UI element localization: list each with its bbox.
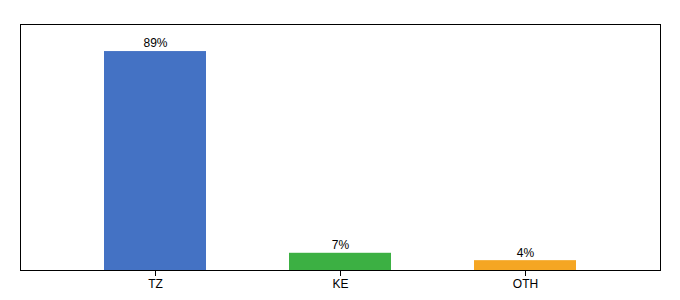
- svg-text:OTH: OTH: [513, 277, 538, 291]
- svg-text:7%: 7%: [332, 238, 350, 252]
- svg-text:TZ: TZ: [148, 277, 163, 291]
- svg-text:KE: KE: [332, 277, 348, 291]
- svg-text:4%: 4%: [517, 246, 535, 260]
- svg-text:89%: 89%: [143, 36, 167, 50]
